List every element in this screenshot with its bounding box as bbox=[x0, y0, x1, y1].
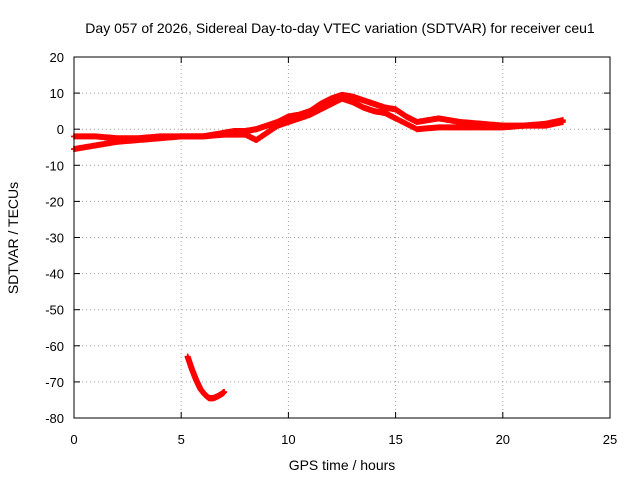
x-tick-label: 25 bbox=[603, 432, 617, 447]
grid-lines bbox=[73, 56, 611, 419]
x-tick-label: 5 bbox=[178, 432, 185, 447]
y-tick-label: -10 bbox=[45, 158, 64, 173]
x-tick-label: 15 bbox=[388, 432, 402, 447]
data-point bbox=[559, 118, 566, 125]
y-axis-label: SDTVAR / TECUs bbox=[5, 182, 21, 294]
x-axis-label: GPS time / hours bbox=[289, 457, 396, 473]
y-tick-label: -60 bbox=[45, 339, 64, 354]
y-tick-label: -30 bbox=[45, 231, 64, 246]
x-tick-label: 10 bbox=[281, 432, 295, 447]
series-lower-band bbox=[71, 95, 566, 153]
y-tick-label: 20 bbox=[50, 50, 64, 65]
data-points bbox=[71, 91, 566, 402]
chart-title: Day 057 of 2026, Sidereal Day-to-day VTE… bbox=[85, 20, 595, 36]
plot-frame bbox=[73, 56, 611, 419]
series-isolated-arc bbox=[184, 353, 228, 402]
x-tick-label: 20 bbox=[496, 432, 510, 447]
y-tick-label: -70 bbox=[45, 375, 64, 390]
y-tick-label: -50 bbox=[45, 303, 64, 318]
y-tick-label: -20 bbox=[45, 194, 64, 209]
y-tick-label: -80 bbox=[45, 411, 64, 426]
series-upper-band bbox=[71, 91, 566, 142]
x-tick-label: 0 bbox=[70, 432, 77, 447]
y-tick-label: 10 bbox=[50, 86, 64, 101]
y-tick-labels: -80 -70 -60 -50 -40 -30 -20 -10 0 10 20 bbox=[45, 50, 64, 426]
y-tick-label: 0 bbox=[57, 122, 64, 137]
data-point bbox=[221, 389, 228, 396]
y-tick-label: -40 bbox=[45, 267, 64, 282]
x-tick-labels: 0 5 10 15 20 25 bbox=[70, 432, 617, 447]
